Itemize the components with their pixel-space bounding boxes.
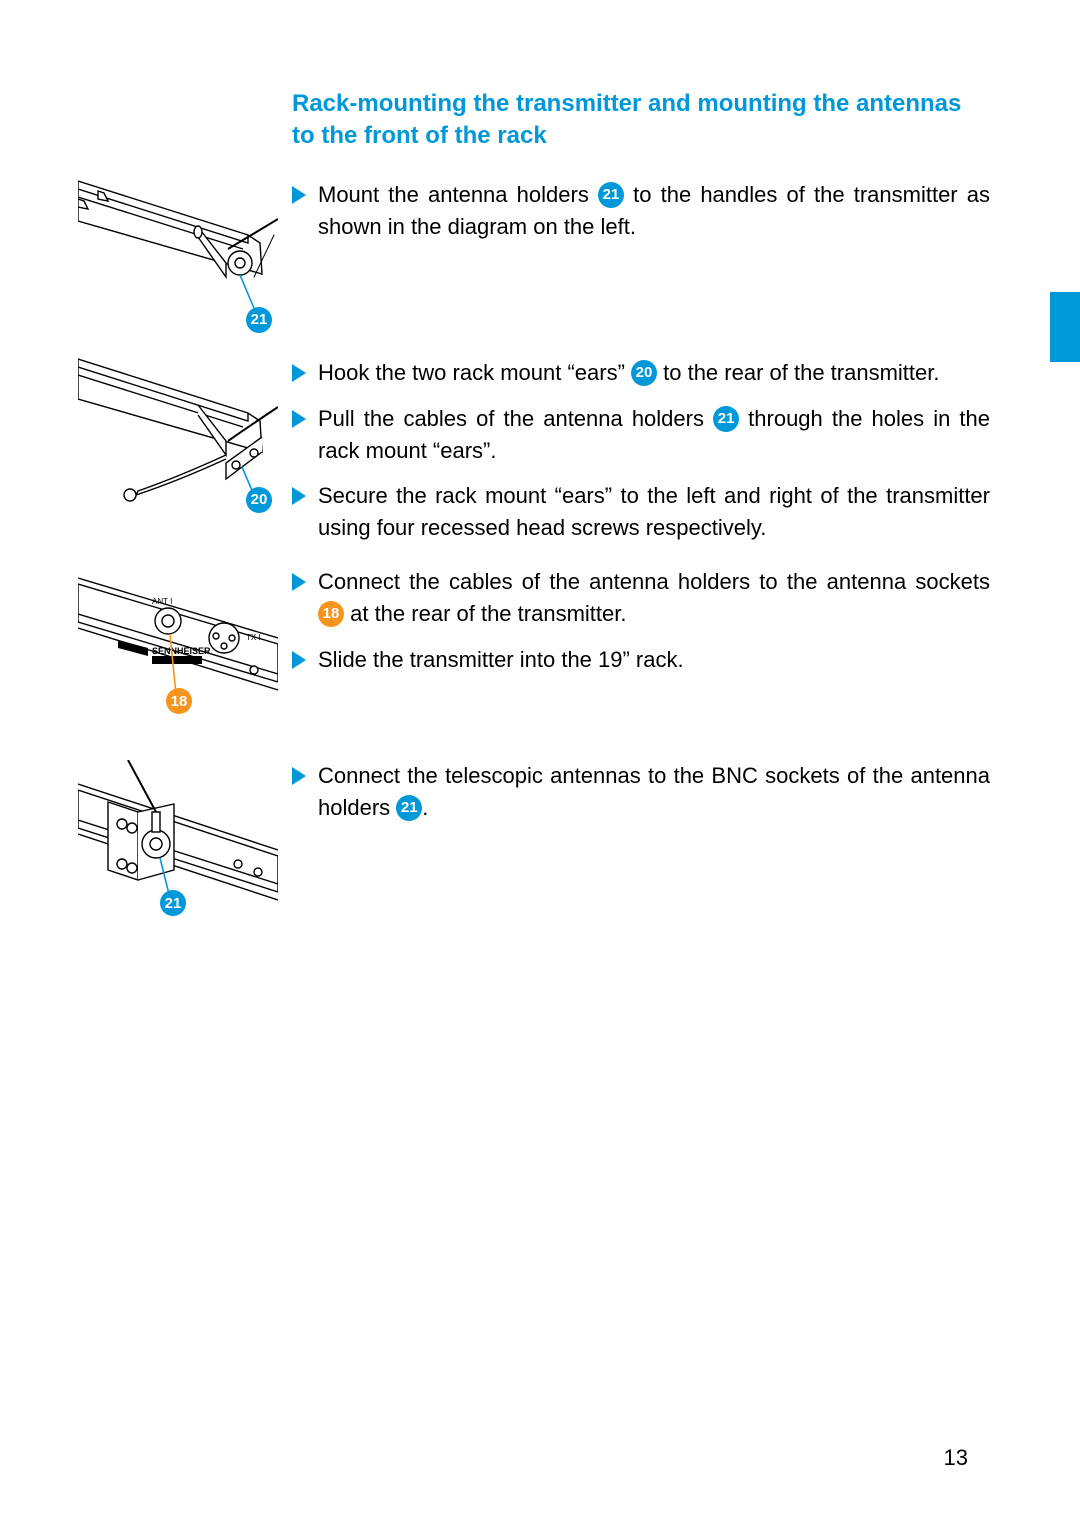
page-number: 13: [944, 1445, 968, 1471]
callout-21-icon: 21: [713, 406, 739, 432]
page: Rack-mounting the transmitter and mounti…: [0, 0, 1080, 1529]
step-3-text-a: Pull the cables of the antenna holders: [318, 406, 713, 431]
step-1-text: Mount the antenna holders 21 to the hand…: [318, 179, 990, 243]
bullet-icon: [292, 364, 306, 382]
step-4: Secure the rack mount “ears” to the left…: [292, 480, 990, 544]
step-4-text: Secure the rack mount “ears” to the left…: [318, 480, 990, 544]
svg-text:SENNHEISER: SENNHEISER: [152, 646, 211, 656]
row-3: ANT I TX I SENNHEISER 18: [78, 566, 990, 726]
figure-4: 21: [78, 760, 292, 930]
bullet-icon: [292, 410, 306, 428]
step-2-text-a: Hook the two rack mount “ears”: [318, 360, 631, 385]
step-7: Connect the telescopic antennas to the B…: [292, 760, 990, 824]
bullet-icon: [292, 573, 306, 591]
row-1: 21 Mount the antenna holders 21 to the h…: [78, 179, 990, 349]
row-4: 21 Connect the telescopic antennas to th…: [78, 760, 990, 930]
side-tab: [1050, 292, 1080, 362]
heading-line-1: Rack-mounting the transmitter and mounti…: [292, 90, 961, 117]
figure-1-callout-icon: 21: [246, 307, 272, 333]
section-heading: Rack-mounting the transmitter and mounti…: [292, 88, 990, 153]
heading-line-2: to the front of the rack: [292, 122, 547, 149]
step-3: Pull the cables of the antenna holders 2…: [292, 403, 990, 467]
step-2: Hook the two rack mount “ears” 20 to the…: [292, 357, 990, 389]
step-3-text: Pull the cables of the antenna holders 2…: [318, 403, 990, 467]
step-6: Slide the transmitter into the 19” rack.: [292, 644, 990, 676]
step-1-text-a: Mount the antenna holders: [318, 182, 598, 207]
callout-21-icon: 21: [598, 182, 624, 208]
step-1: Mount the antenna holders 21 to the hand…: [292, 179, 990, 243]
svg-text:TX I: TX I: [246, 633, 261, 642]
step-7-text: Connect the telescopic antennas to the B…: [318, 760, 990, 824]
callout-18-icon: 18: [318, 601, 344, 627]
step-5-text-a: Connect the cables of the antenna holder…: [318, 569, 990, 594]
step-5-text: Connect the cables of the antenna holder…: [318, 566, 990, 630]
step-2-text: Hook the two rack mount “ears” 20 to the…: [318, 357, 990, 389]
svg-text:ANT I: ANT I: [152, 597, 172, 606]
figure-1: 21: [78, 179, 292, 349]
row-2: 20 Hook the two rack mount “ears” 20 to …: [78, 357, 990, 558]
figure-3: ANT I TX I SENNHEISER 18: [78, 566, 292, 726]
figure-2-callout-icon: 20: [246, 487, 272, 513]
bullet-icon: [292, 767, 306, 785]
bullet-icon: [292, 186, 306, 204]
step-6-text: Slide the transmitter into the 19” rack.: [318, 644, 990, 676]
bullet-icon: [292, 651, 306, 669]
step-2-text-b: to the rear of the transmitter.: [657, 360, 939, 385]
step-7-text-b: .: [422, 795, 428, 820]
step-5-text-b: at the rear of the transmitter.: [344, 601, 626, 626]
callout-20-icon: 20: [631, 360, 657, 386]
figure-2: 20: [78, 357, 292, 527]
step-5: Connect the cables of the antenna holder…: [292, 566, 990, 630]
callout-21-icon: 21: [396, 795, 422, 821]
bullet-icon: [292, 487, 306, 505]
